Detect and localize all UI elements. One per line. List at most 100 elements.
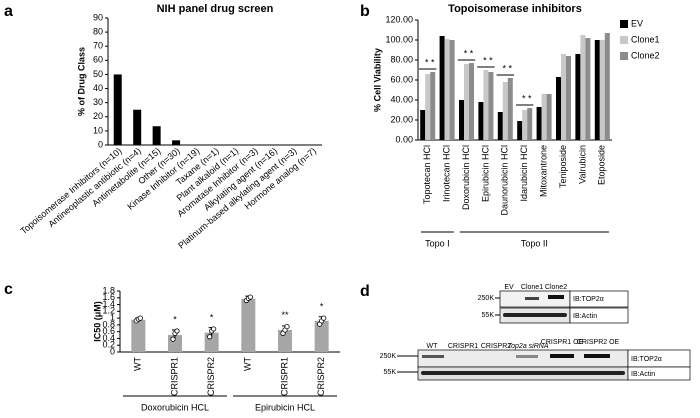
bar (420, 110, 426, 140)
y-tick-label: 1.6 (102, 292, 115, 302)
band (525, 297, 539, 300)
lane-label: CRISPR1 (448, 343, 478, 350)
y-tick-label: 0 (110, 346, 115, 356)
y-tick-label: 1 (110, 312, 115, 322)
x-tick-label: Teniposide (558, 145, 568, 188)
panel-letter: a (4, 3, 13, 20)
band (421, 371, 625, 375)
probe-label: IB:TOP2α (631, 356, 662, 363)
x-tick-label: WT (243, 357, 253, 371)
bar (566, 56, 571, 140)
bar (172, 140, 181, 145)
blot-panel: d EV Clone1 Clone2 250K 55K IB:TOP2α IB:… (360, 283, 691, 381)
band (503, 313, 567, 317)
y-tick-label: 80.00 (390, 54, 413, 64)
bar (152, 126, 161, 145)
legend-swatch (620, 20, 628, 28)
significance-label: * (173, 314, 177, 324)
data-point (207, 334, 213, 340)
bar (561, 54, 566, 140)
bar (241, 298, 256, 352)
marker-label: 250K (380, 353, 397, 360)
legend-label: Clone1 (631, 34, 660, 44)
group-label: Topo II (521, 238, 548, 248)
y-tick-label: 0.6 (102, 326, 115, 336)
lane-label: Top2a siRNA (508, 343, 549, 350)
group-label: Doxorubicin HCL (141, 402, 209, 412)
x-tick-label: CRISPR1 (169, 357, 179, 396)
y-tick-label: 90 (93, 12, 103, 22)
data-point (247, 294, 253, 300)
y-tick-label: 60.00 (390, 74, 413, 84)
band (422, 355, 444, 358)
data-point (137, 315, 143, 321)
y-tick-label: 20 (93, 111, 103, 121)
significance-label: * * (522, 93, 532, 103)
lane-label: WT (427, 343, 439, 350)
lane-label: CRISPR1 OE (541, 339, 584, 346)
bar (580, 35, 586, 140)
legend-swatch (620, 36, 628, 44)
blot-box (417, 349, 629, 368)
band (548, 295, 564, 299)
x-tick-label: CRISPR1 (279, 357, 289, 396)
bar (536, 107, 542, 140)
bar (546, 94, 552, 140)
y-tick-label: 30 (93, 97, 103, 107)
bar (314, 320, 329, 352)
bar (599, 40, 605, 140)
probe-label: IB:TOP2α (573, 296, 604, 303)
panel-letter: c (4, 281, 13, 298)
y-tick-label: 0.8 (102, 319, 115, 329)
data-point (284, 323, 290, 330)
bar (556, 77, 561, 140)
bar (464, 64, 469, 140)
marker-label: 250K (478, 295, 495, 302)
bar (113, 74, 122, 145)
x-tick-label: Etoposide (597, 145, 607, 185)
chart-title: Topoisomerase inhibitors (448, 3, 582, 15)
band (584, 354, 610, 358)
bar (522, 110, 528, 140)
significance-label: * * (464, 48, 474, 58)
bar (131, 319, 146, 352)
data-point (321, 315, 327, 321)
bar (585, 38, 591, 140)
bar (517, 121, 523, 140)
significance-label: * * (425, 57, 435, 67)
bar (502, 82, 508, 140)
group-label: Topo I (425, 238, 450, 248)
y-tick-label: 0.4 (102, 333, 115, 343)
x-tick-label: CRISPR2 (206, 357, 216, 396)
x-tick-label: Valrubicin (577, 145, 587, 184)
probe-box (569, 307, 629, 324)
bar (425, 74, 431, 140)
x-tick-label: Irinotecan HCl (441, 145, 451, 202)
significance-label: * * (483, 55, 493, 65)
bar (527, 108, 533, 140)
y-tick-label: 0 (98, 139, 103, 149)
bar (541, 94, 547, 140)
x-tick-label: WT (133, 357, 143, 371)
probe-label: IB:Actin (573, 313, 597, 320)
y-tick-label: 1.4 (102, 299, 115, 309)
marker-label: 55K (384, 369, 397, 376)
panel-letter: b (360, 3, 370, 20)
y-tick-label: 60 (93, 55, 103, 65)
bar (478, 102, 484, 140)
y-axis-label: % of Drug Class (76, 47, 86, 116)
bar (483, 70, 489, 140)
x-tick-label: CRISPR2 (316, 357, 326, 396)
significance-label: * * (503, 63, 513, 73)
lane-label: CRISPR2 (481, 343, 511, 350)
y-tick-label: 1.8 (102, 285, 115, 295)
x-tick-label: Epirubicin HCl (480, 145, 490, 202)
data-point (170, 336, 176, 342)
y-tick-label: 40.00 (390, 94, 413, 104)
y-tick-label: 100.00 (385, 34, 413, 44)
legend-label: Clone2 (631, 50, 660, 60)
bar (133, 109, 142, 145)
y-tick-label: 10 (93, 125, 103, 135)
